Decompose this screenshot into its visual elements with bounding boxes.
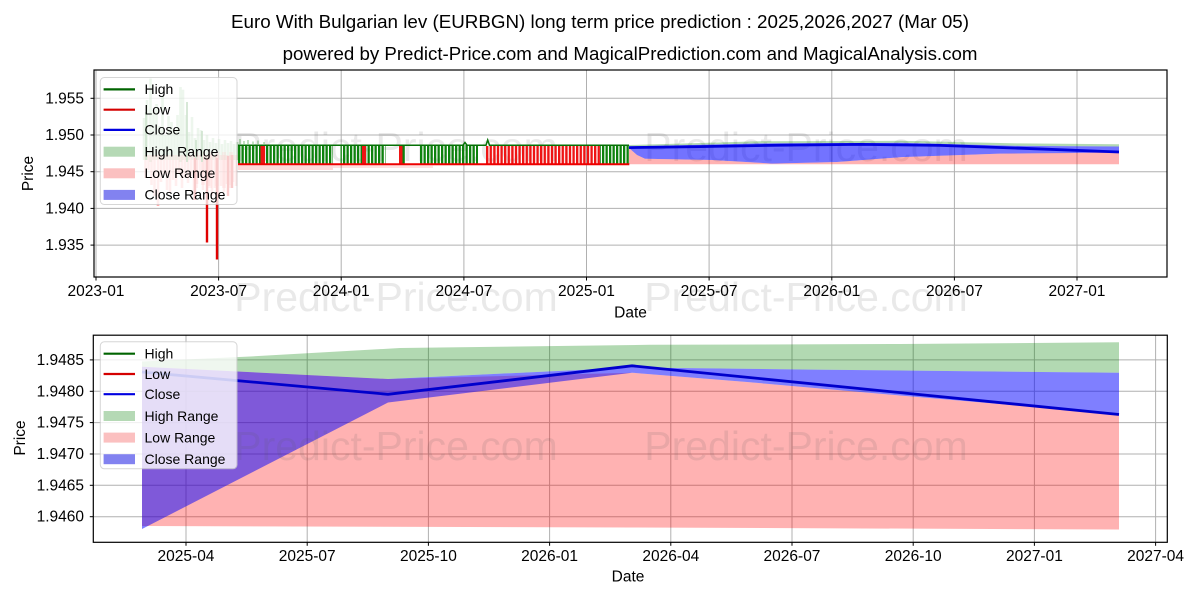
svg-text:2026-04: 2026-04 [642, 548, 699, 565]
svg-text:Predict-Price.com: Predict-Price.com [234, 274, 558, 320]
svg-text:Low: Low [145, 366, 172, 382]
svg-text:1.9480: 1.9480 [37, 383, 85, 400]
svg-text:Predict-Price.com: Predict-Price.com [234, 423, 558, 469]
svg-text:2024-07: 2024-07 [435, 283, 492, 300]
svg-text:1.9485: 1.9485 [37, 352, 84, 369]
svg-text:1.9475: 1.9475 [37, 415, 84, 432]
svg-text:2023-07: 2023-07 [190, 283, 247, 300]
svg-text:1.9460: 1.9460 [37, 509, 85, 526]
svg-text:1.955: 1.955 [45, 90, 84, 107]
svg-text:Close: Close [145, 386, 181, 402]
svg-text:2025-10: 2025-10 [400, 548, 457, 565]
svg-text:Close Range: Close Range [145, 187, 226, 203]
svg-text:1.940: 1.940 [45, 200, 84, 217]
svg-text:2025-01: 2025-01 [558, 283, 615, 300]
svg-text:2026-10: 2026-10 [885, 548, 942, 565]
svg-text:High: High [145, 346, 174, 362]
svg-text:Euro With Bulgarian lev (EURBG: Euro With Bulgarian lev (EURBGN) long te… [231, 11, 969, 32]
svg-text:Predict-Price.com: Predict-Price.com [644, 423, 968, 469]
svg-text:Close Range: Close Range [145, 451, 226, 467]
svg-text:powered by Predict-Price.com a: powered by Predict-Price.com and Magical… [283, 43, 978, 64]
svg-text:2026-01: 2026-01 [803, 283, 860, 300]
svg-text:Close: Close [145, 122, 181, 138]
svg-text:1.9465: 1.9465 [37, 477, 84, 494]
svg-text:1.945: 1.945 [45, 164, 84, 181]
svg-text:Price: Price [12, 420, 29, 455]
svg-text:2025-07: 2025-07 [279, 548, 336, 565]
svg-text:Date: Date [614, 305, 647, 322]
svg-text:Predict-Price.com: Predict-Price.com [644, 274, 968, 320]
svg-text:1.950: 1.950 [45, 127, 84, 144]
svg-text:2027-01: 2027-01 [1006, 548, 1063, 565]
svg-text:2027-04: 2027-04 [1127, 548, 1184, 565]
svg-text:High Range: High Range [145, 408, 219, 424]
svg-text:Low Range: Low Range [145, 165, 216, 181]
svg-text:1.935: 1.935 [45, 237, 84, 254]
svg-text:Date: Date [612, 569, 645, 586]
svg-text:1.9470: 1.9470 [37, 446, 85, 463]
svg-text:High Range: High Range [145, 144, 219, 160]
svg-text:2023-01: 2023-01 [68, 283, 125, 300]
svg-text:2026-01: 2026-01 [521, 548, 578, 565]
svg-text:Low Range: Low Range [145, 429, 216, 445]
svg-text:2025-04: 2025-04 [158, 548, 215, 565]
svg-text:Low: Low [145, 102, 172, 118]
svg-text:2027-01: 2027-01 [1049, 283, 1106, 300]
svg-text:2026-07: 2026-07 [926, 283, 983, 300]
svg-text:Price: Price [20, 156, 37, 191]
svg-text:High: High [145, 81, 174, 97]
svg-text:2026-07: 2026-07 [764, 548, 821, 565]
svg-text:2025-07: 2025-07 [681, 283, 738, 300]
svg-text:2024-01: 2024-01 [313, 283, 370, 300]
